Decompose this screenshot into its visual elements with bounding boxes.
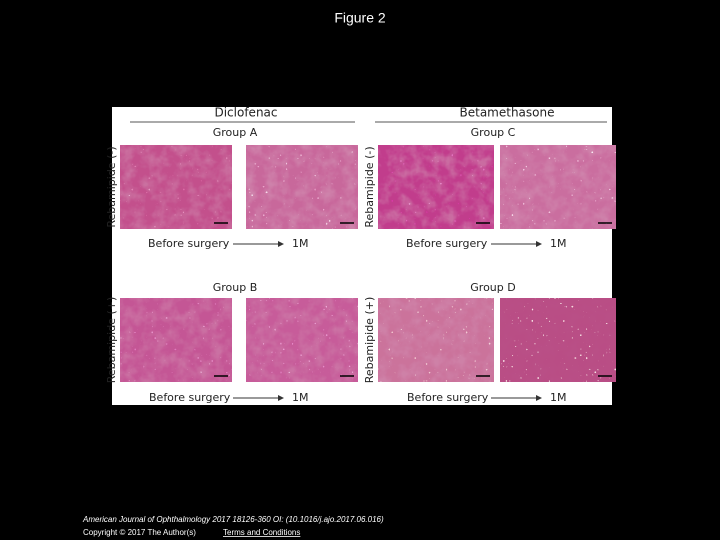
citation: American Journal of Ophthalmology 2017 1… [82, 515, 384, 524]
group-label: Group C [471, 126, 516, 139]
group-label: Group B [213, 281, 258, 294]
time-label: Before surgery [148, 237, 230, 250]
row-label: Rebamipide (-) [105, 146, 118, 227]
row-label: Rebamipide (+) [363, 297, 376, 384]
time-label: Before surgery [407, 391, 489, 404]
time-label: 1M [292, 391, 309, 404]
arrow-head [536, 395, 542, 401]
arrow-head [278, 395, 284, 401]
micrograph-cells [120, 298, 232, 382]
micrograph-cells [500, 298, 616, 382]
row-label: Rebamipide (-) [363, 146, 376, 227]
slide-title: Figure 2 [334, 10, 386, 26]
micrograph-cells [378, 145, 494, 229]
terms-link[interactable]: Terms and Conditions [223, 528, 300, 537]
micrograph-cells [120, 145, 232, 229]
group-label: Group D [470, 281, 515, 294]
figure: Diclofenac Betamethasone Group A Rebamipi… [105, 106, 616, 405]
drug-label: Betamethasone [460, 106, 555, 120]
arrow-head [536, 241, 542, 247]
micrograph-cells [500, 145, 616, 229]
micrograph-cells [246, 298, 358, 382]
time-label: 1M [550, 237, 567, 250]
time-label: Before surgery [149, 391, 231, 404]
row-label: Rebamipide (+) [105, 297, 118, 384]
micrograph-cells [246, 145, 358, 229]
time-label: 1M [292, 237, 309, 250]
group-label: Group A [213, 126, 258, 139]
micrograph-cells [378, 298, 494, 382]
time-label: 1M [550, 391, 567, 404]
time-label: Before surgery [406, 237, 488, 250]
drug-label: Diclofenac [214, 106, 277, 120]
copyright: Copyright © 2017 The Author(s) [83, 528, 196, 537]
arrow-head [278, 241, 284, 247]
